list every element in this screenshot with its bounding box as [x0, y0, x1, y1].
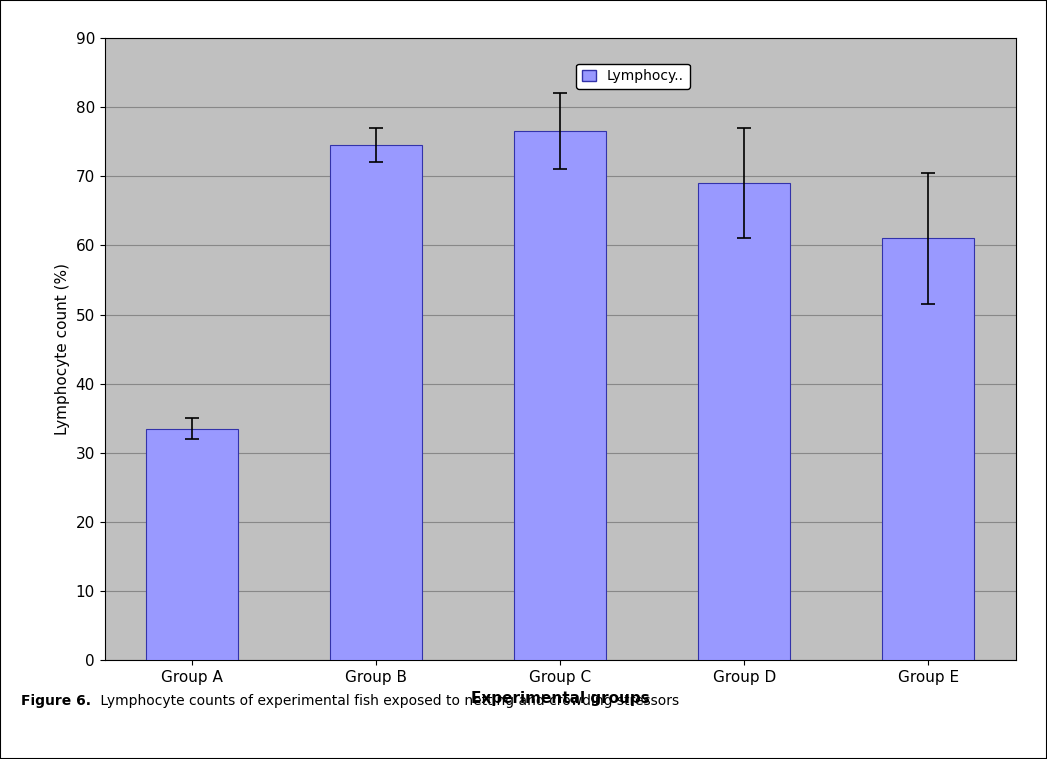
Text: Figure 6.: Figure 6. — [21, 694, 91, 708]
Text: Lymphocyte counts of experimental fish exposed to netting and crowding stressors: Lymphocyte counts of experimental fish e… — [96, 694, 680, 708]
X-axis label: Experimental groups: Experimental groups — [471, 691, 649, 706]
Bar — [330, 145, 422, 660]
Legend: Lymphocy..: Lymphocy.. — [577, 64, 690, 89]
Bar — [147, 429, 238, 660]
Bar — [514, 131, 606, 660]
Y-axis label: Lymphocyte count (%): Lymphocyte count (%) — [55, 263, 70, 435]
Bar — [883, 238, 974, 660]
Bar — [698, 183, 790, 660]
